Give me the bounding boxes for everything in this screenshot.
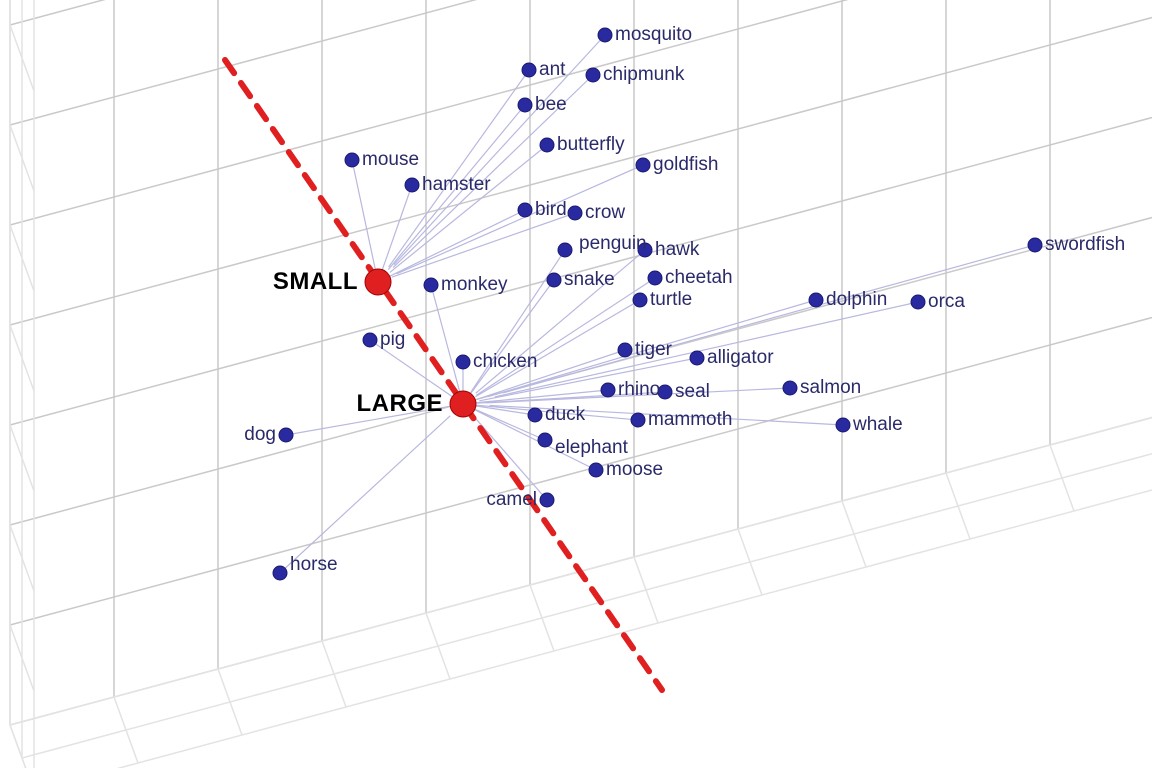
point-butterfly bbox=[540, 138, 554, 152]
point-bee bbox=[518, 98, 532, 112]
point-chicken bbox=[456, 355, 470, 369]
point-mosquito bbox=[598, 28, 612, 42]
point-penguin bbox=[558, 243, 572, 257]
connector-crow bbox=[392, 213, 575, 277]
point-snake bbox=[547, 273, 561, 287]
point-whale bbox=[836, 418, 850, 432]
size-axis bbox=[225, 60, 662, 690]
point-rhino bbox=[601, 383, 615, 397]
point-horse bbox=[273, 566, 287, 580]
connector-ant bbox=[389, 70, 529, 267]
connector-horse bbox=[280, 416, 450, 573]
point-swordfish bbox=[1028, 238, 1042, 252]
point-pig bbox=[363, 333, 377, 347]
point-duck bbox=[528, 408, 542, 422]
connector-dolphin bbox=[488, 300, 816, 397]
point-dolphin bbox=[809, 293, 823, 307]
point-turtle bbox=[633, 293, 647, 307]
point-salmon bbox=[783, 381, 797, 395]
connector-orca bbox=[495, 302, 918, 397]
point-bird bbox=[518, 203, 532, 217]
axis-marker-large bbox=[450, 391, 476, 417]
point-cheetah bbox=[648, 271, 662, 285]
point-alligator bbox=[690, 351, 704, 365]
connector-chipmunk bbox=[393, 75, 593, 268]
point-mouse bbox=[345, 153, 359, 167]
connector-bird bbox=[388, 210, 525, 277]
embedding-plot: SMALLLARGEmosquitoantchipmunkbeebutterfl… bbox=[0, 0, 1152, 768]
point-monkey bbox=[424, 278, 438, 292]
point-crow bbox=[568, 206, 582, 220]
plot-svg bbox=[0, 0, 1152, 768]
category-label-small: SMALL bbox=[273, 268, 358, 296]
axis-marker-small bbox=[365, 269, 391, 295]
point-mammoth bbox=[631, 413, 645, 427]
point-orca bbox=[911, 295, 925, 309]
point-camel bbox=[540, 493, 554, 507]
data-points bbox=[273, 28, 1042, 580]
point-elephant bbox=[538, 433, 552, 447]
grid-wall-back bbox=[10, 0, 1152, 725]
point-moose bbox=[589, 463, 603, 477]
point-chipmunk bbox=[586, 68, 600, 82]
point-hamster bbox=[405, 178, 419, 192]
point-dog bbox=[279, 428, 293, 442]
point-ant bbox=[522, 63, 536, 77]
category-label-large: LARGE bbox=[357, 390, 444, 418]
connector-cheetah bbox=[476, 278, 655, 395]
point-seal bbox=[658, 385, 672, 399]
grid-floor bbox=[10, 417, 1152, 768]
point-tiger bbox=[618, 343, 632, 357]
connector-goldfish bbox=[397, 165, 643, 274]
point-goldfish bbox=[636, 158, 650, 172]
point-hawk bbox=[638, 243, 652, 257]
grid-wall-left bbox=[10, 0, 34, 768]
connector-monkey bbox=[431, 285, 461, 396]
